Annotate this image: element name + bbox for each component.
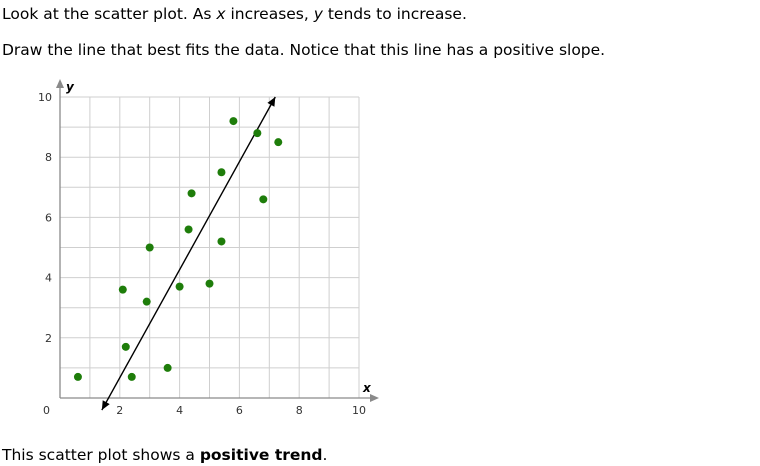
x-tick-label: 10: [352, 404, 366, 417]
data-point: [184, 225, 193, 234]
x-tick-label: 8: [296, 404, 303, 417]
data-point: [142, 297, 151, 306]
y-tick-label: 10: [38, 91, 52, 104]
data-point: [259, 195, 268, 204]
data-point: [118, 285, 127, 294]
data-point: [163, 363, 172, 372]
best-fit-line: [101, 96, 276, 411]
data-point: [229, 117, 238, 126]
data-point: [175, 282, 184, 291]
y-axis-label: y: [66, 80, 75, 94]
data-point: [145, 243, 154, 252]
data-point: [121, 342, 130, 351]
y-tick-label: 6: [45, 211, 52, 224]
y-tick-label: 2: [45, 332, 52, 345]
grid: [59, 96, 360, 399]
x-axis-arrow: [370, 394, 379, 402]
x-tick-label: 4: [176, 404, 183, 417]
fit-line: [101, 96, 276, 411]
fit-line-arrow-bottom: [101, 400, 110, 411]
y-axis-arrow: [56, 79, 64, 88]
instruction-1-part-a: Look at the scatter plot. As: [2, 5, 217, 23]
x-axis-label: x: [362, 381, 372, 395]
data-point: [73, 372, 82, 381]
data-point: [217, 237, 226, 246]
instruction-1-part-b: increases,: [225, 5, 314, 23]
axes: xy: [56, 79, 379, 402]
data-point: [127, 372, 136, 381]
data-point: [205, 279, 214, 288]
fit-line-arrow-top: [267, 97, 276, 107]
conclusion-line: This scatter plot shows a positive trend…: [2, 445, 327, 465]
x-tick-label: 6: [236, 404, 243, 417]
conclusion-part-a: This scatter plot shows a: [2, 446, 200, 464]
data-point: [274, 138, 283, 147]
y-tick-label: 8: [45, 151, 52, 164]
instruction-1-part-c: tends to increase.: [322, 5, 467, 23]
instruction-1-var-x: x: [216, 5, 226, 23]
instruction-1-var-y: y: [313, 5, 323, 23]
conclusion-trend: positive trend: [199, 446, 323, 464]
data-point: [253, 129, 262, 138]
origin-label: 0: [43, 404, 50, 417]
instruction-line-2: Draw the line that best fits the data. N…: [2, 41, 606, 59]
data-point: [217, 168, 226, 177]
data-points: [73, 117, 283, 381]
instruction-line-1: Look at the scatter plot. As x increases…: [2, 4, 467, 24]
y-tick-label: 4: [45, 272, 52, 285]
tick-labels: 0 2 4 6 8 10 2 4 6 8 10: [38, 91, 366, 417]
x-tick-label: 2: [116, 404, 123, 417]
conclusion-part-c: .: [322, 446, 328, 464]
data-point: [187, 189, 196, 198]
